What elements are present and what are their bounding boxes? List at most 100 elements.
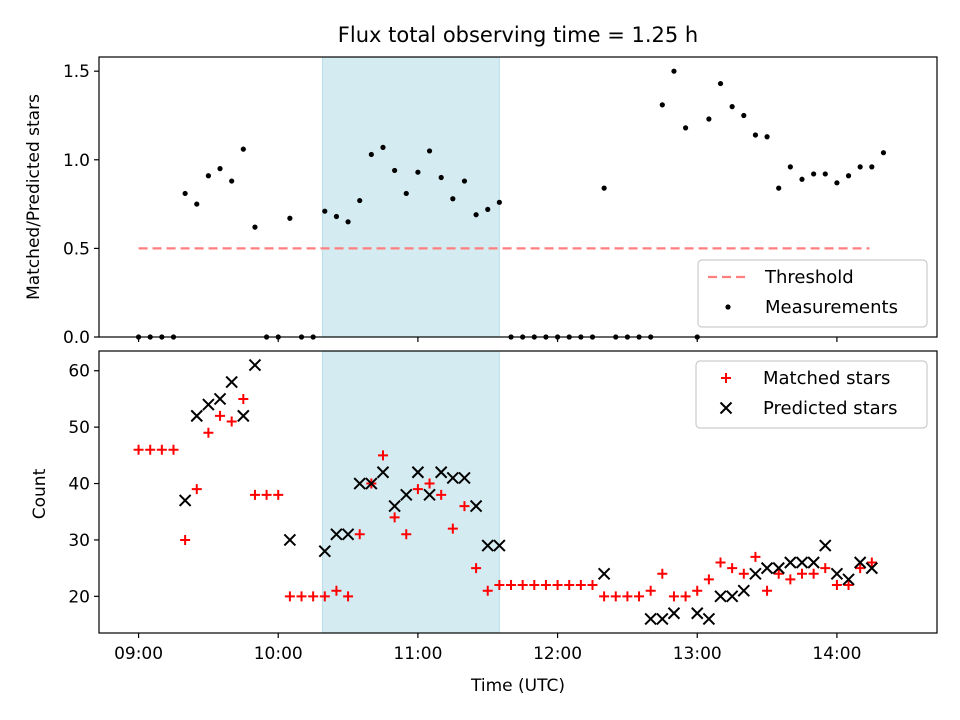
legend: Threshold Measurements [697, 259, 928, 328]
data-point [461, 178, 468, 184]
data-point [471, 563, 482, 574]
data-point [714, 590, 727, 603]
data-point [354, 529, 365, 540]
data-point [831, 580, 842, 591]
legend-swatch-marker [721, 373, 731, 383]
data-point [668, 591, 679, 602]
data-point [330, 528, 343, 541]
data-point [248, 358, 262, 372]
data-point [333, 213, 340, 220]
data-point [597, 567, 611, 580]
data-point [796, 568, 807, 579]
data-point [706, 116, 712, 122]
data-point [799, 176, 805, 182]
series-plus [133, 393, 877, 602]
legend: Matched stars Predicted stars [695, 360, 928, 429]
y-tick-label: 30 [68, 531, 90, 551]
x-tick-label: 14:00 [812, 644, 861, 664]
data-point [213, 392, 227, 406]
legend-box [695, 360, 928, 429]
data-point [191, 484, 202, 495]
data-point [807, 556, 820, 569]
data-point [737, 584, 751, 597]
data-point [644, 612, 657, 626]
data-point [411, 466, 425, 479]
data-point [741, 112, 747, 119]
y-tick-label: 40 [68, 475, 90, 495]
data-point [764, 134, 770, 140]
data-point [749, 567, 762, 580]
y-tick-label: 0.0 [63, 328, 90, 348]
data-point [377, 450, 388, 461]
x-tick-label: 12:00 [533, 644, 582, 664]
data-point [341, 528, 355, 541]
data-point [252, 224, 258, 230]
data-point [762, 585, 773, 596]
data-point [808, 568, 819, 579]
data-point [392, 167, 398, 174]
data-point [496, 199, 502, 205]
data-point [368, 151, 374, 158]
data-point [322, 208, 328, 214]
data-point [772, 561, 785, 575]
data-point [830, 567, 844, 580]
data-point [345, 219, 351, 225]
data-point [820, 563, 831, 574]
data-point [446, 471, 460, 485]
data-point [787, 164, 793, 170]
data-point [529, 580, 540, 591]
data-point [880, 150, 887, 156]
data-point [853, 556, 867, 569]
data-point [717, 80, 724, 87]
data-point [400, 488, 413, 502]
data-point [436, 489, 447, 500]
data-point [343, 591, 354, 602]
data-point [168, 444, 179, 455]
legend-box [697, 259, 928, 328]
data-point [318, 545, 332, 558]
data-point [855, 563, 866, 574]
data-point [215, 410, 226, 421]
data-point [319, 591, 330, 602]
data-point [680, 591, 691, 602]
data-point [869, 164, 875, 170]
data-point [493, 539, 506, 552]
data-point [296, 591, 307, 602]
data-point [865, 561, 879, 575]
data-point [773, 568, 784, 579]
data-point [494, 580, 505, 591]
data-point [691, 607, 704, 620]
y-tick-label: 20 [68, 587, 90, 607]
data-point [415, 169, 421, 175]
y-tick-label: 1.0 [63, 151, 90, 171]
data-point [667, 607, 681, 620]
data-point [656, 612, 669, 626]
data-point [376, 466, 390, 479]
data-point [601, 185, 607, 191]
data-point [180, 534, 191, 545]
data-point [485, 206, 491, 213]
data-point [447, 523, 458, 534]
data-point [190, 409, 203, 423]
data-point [156, 444, 167, 455]
data-point [450, 196, 456, 202]
data-point [564, 580, 575, 591]
data-point [634, 591, 645, 602]
data-point [506, 580, 517, 591]
data-point [401, 529, 412, 540]
data-point [238, 393, 249, 404]
data-point [575, 580, 586, 591]
data-point [622, 591, 633, 602]
x-tick-label: 13:00 [673, 644, 722, 664]
data-point [845, 173, 852, 179]
data-point [540, 580, 551, 591]
y-tick-label: 1.5 [63, 62, 90, 82]
data-point [426, 148, 433, 154]
data-point [784, 556, 797, 569]
data-point [388, 499, 401, 513]
data-point [217, 166, 223, 172]
data-point [194, 201, 200, 207]
x-axis-label: Time (UTC) [470, 676, 565, 696]
data-point [225, 375, 238, 389]
data-point [795, 556, 809, 569]
